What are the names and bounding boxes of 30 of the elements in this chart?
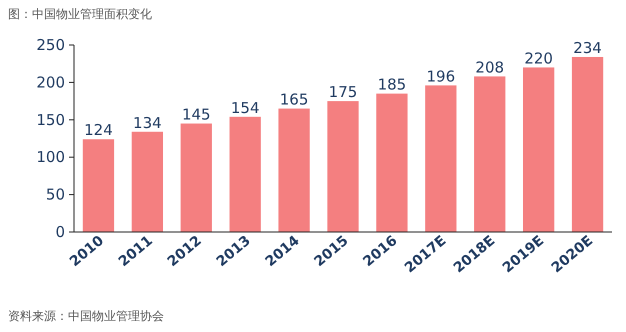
data-label: 220 (524, 49, 553, 68)
bar (522, 67, 554, 232)
y-tick-label: 250 (36, 36, 65, 54)
data-label: 145 (182, 106, 211, 124)
bar (82, 139, 114, 232)
chart-title: 图：中国物业管理面积变化 (8, 7, 152, 21)
bar (327, 101, 359, 232)
data-label: 175 (328, 83, 358, 102)
bar (278, 108, 310, 232)
data-label: 208 (475, 58, 504, 76)
bar (132, 132, 164, 232)
bar (230, 116, 261, 232)
data-label: 185 (378, 76, 406, 94)
y-tick-label: 50 (46, 186, 65, 204)
bar (180, 124, 212, 232)
bar (474, 76, 506, 232)
data-label: 134 (133, 114, 162, 132)
data-label: 234 (573, 38, 602, 57)
bar (425, 85, 456, 232)
data-label: 196 (426, 67, 456, 86)
bar (376, 94, 408, 232)
data-label: 154 (230, 98, 260, 117)
data-label: 124 (84, 121, 113, 140)
bar (572, 56, 604, 232)
y-tick-label: 150 (36, 110, 65, 129)
y-tick-label: 200 (36, 73, 65, 92)
y-tick-label: 0 (55, 223, 65, 241)
y-tick-label: 100 (36, 148, 65, 166)
text: 资料来源：中国物业管理协会 (8, 309, 164, 323)
data-label: 165 (280, 90, 308, 109)
